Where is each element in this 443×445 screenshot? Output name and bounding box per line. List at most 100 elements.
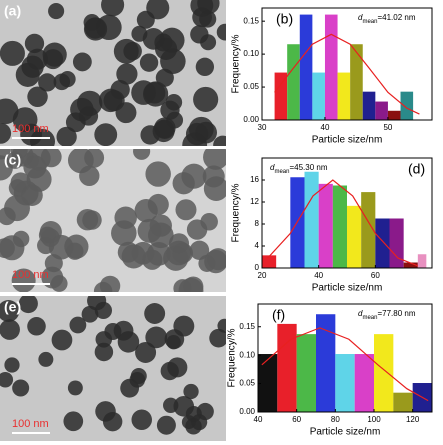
- particle: [193, 86, 219, 112]
- particle: [21, 55, 44, 78]
- particle: [190, 0, 214, 17]
- particle: [12, 379, 30, 397]
- particle: [147, 222, 174, 249]
- particle: [94, 342, 114, 362]
- bar: [403, 262, 418, 268]
- bar: [374, 334, 394, 412]
- particle: [172, 242, 193, 264]
- y-tick-label: 0.00: [243, 115, 259, 124]
- particle: [72, 52, 92, 72]
- bar: [304, 171, 319, 268]
- bar: [347, 205, 362, 268]
- particle: [203, 149, 226, 170]
- particle: [21, 184, 43, 207]
- bar: [375, 101, 388, 120]
- y-tick-label: 0.05: [239, 379, 255, 388]
- annotation-subscript: mean: [362, 315, 377, 321]
- particle: [0, 371, 14, 388]
- annotation-subscript: mean: [274, 169, 289, 175]
- particle: [185, 122, 209, 146]
- particle: [136, 10, 155, 29]
- particles: [0, 296, 226, 435]
- y-tick-label: 8: [255, 219, 260, 228]
- y-axis-label: Frequency/%: [231, 34, 242, 93]
- annotation: dmean=41.02 nm: [358, 13, 416, 24]
- particle: [134, 199, 158, 223]
- particle: [70, 97, 94, 122]
- plot-frame: [257, 303, 433, 413]
- annotation: dmean=77.80 nm: [358, 309, 416, 320]
- bar: [350, 44, 363, 121]
- bar: [316, 314, 336, 412]
- annotation-symbol: d: [358, 309, 363, 318]
- particle: [139, 53, 159, 72]
- particle: [94, 301, 113, 320]
- bar: [417, 254, 427, 268]
- fit-curve: [267, 179, 419, 267]
- particle: [173, 396, 195, 417]
- y-tick-label: 0.00: [239, 407, 255, 416]
- particle: [0, 207, 16, 226]
- particle: [181, 163, 207, 189]
- particle: [0, 319, 20, 340]
- particle: [213, 135, 226, 146]
- panel-label: (e): [4, 299, 21, 315]
- particle: [6, 151, 24, 169]
- y-tick-label: 0.10: [243, 49, 259, 58]
- y-axis-label: Frequency/%: [227, 328, 238, 387]
- y-tick-label: 0.05: [243, 82, 259, 91]
- particle: [190, 25, 209, 44]
- particle: [113, 38, 139, 64]
- bar: [354, 354, 374, 412]
- particle: [144, 303, 166, 324]
- particle: [121, 244, 146, 269]
- y-tick-label: 0.10: [239, 350, 255, 359]
- bar: [277, 323, 297, 412]
- particle: [167, 357, 188, 378]
- annotation-text: =77.80 nm: [377, 309, 415, 318]
- bar: [375, 218, 390, 268]
- particle: [111, 220, 137, 246]
- particle: [0, 40, 25, 66]
- particle: [135, 341, 157, 363]
- x-axis-label: Particle size/nm: [312, 283, 383, 294]
- x-tick-label: 40: [254, 415, 263, 424]
- bar: [387, 110, 401, 120]
- particle: [203, 176, 226, 201]
- particle: [63, 411, 84, 432]
- x-tick-label: 40: [321, 123, 330, 132]
- y-axis-label: Frequency/%: [231, 183, 242, 242]
- particle: [26, 149, 51, 171]
- bar: [389, 218, 404, 268]
- particle: [145, 326, 168, 349]
- particle: [165, 94, 183, 111]
- particle: [189, 240, 210, 261]
- particle: [18, 296, 38, 314]
- particle: [79, 165, 100, 186]
- y-tick-label: 12: [250, 197, 259, 206]
- particle: [156, 415, 176, 435]
- particle: [27, 86, 48, 107]
- annotation-text: =45.30 nm: [289, 163, 327, 172]
- fit-curve: [274, 33, 420, 115]
- particle: [152, 120, 175, 143]
- particle: [178, 277, 204, 292]
- bar: [258, 354, 278, 412]
- particle: [50, 275, 68, 292]
- particle: [43, 49, 64, 70]
- particle: [98, 88, 123, 113]
- particle: [129, 372, 146, 388]
- fit-curve: [261, 327, 429, 402]
- particle: [48, 3, 65, 20]
- particle: [38, 351, 54, 367]
- plot-frame: [261, 157, 433, 269]
- plot-frame: [261, 7, 433, 121]
- particle: [101, 0, 125, 17]
- y-tick-label: 0.15: [243, 16, 259, 25]
- x-tick-label: 30: [258, 123, 267, 132]
- particle: [66, 242, 84, 260]
- particle: [133, 149, 151, 160]
- x-tick-label: 60: [292, 415, 301, 424]
- bar: [318, 183, 333, 268]
- particle: [11, 268, 36, 292]
